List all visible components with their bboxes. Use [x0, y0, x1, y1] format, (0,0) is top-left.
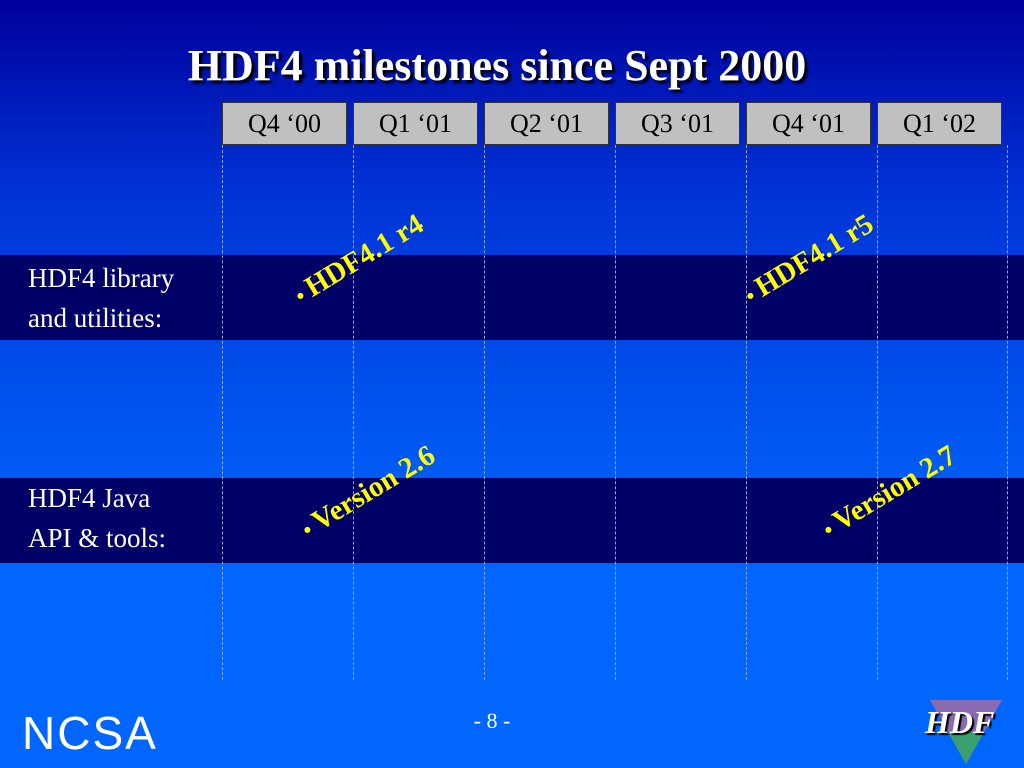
grid-line	[484, 145, 485, 680]
quarter-header: Q3 ‘01	[615, 102, 740, 145]
grid-line	[353, 145, 354, 680]
grid-line	[746, 145, 747, 680]
quarter-header: Q4 ‘01	[746, 102, 871, 145]
grid-line	[877, 145, 878, 680]
row-label: HDF4 library and utilities:	[28, 263, 175, 333]
quarter-header: Q2 ‘01	[484, 102, 609, 145]
row-label: HDF4 Java API & tools:	[28, 483, 167, 553]
hdf-logo: HDF	[925, 704, 995, 740]
quarter-header: Q1 ‘01	[353, 102, 478, 145]
slide-title: HDF4 milestones since Sept 2000	[187, 41, 807, 90]
grid-line	[222, 145, 223, 680]
grid-line	[1007, 145, 1008, 680]
logo-triangle	[948, 732, 984, 764]
row-band	[0, 255, 1024, 340]
grid-line	[615, 145, 616, 680]
page-number: - 8 -	[473, 708, 511, 733]
quarter-header: Q1 ‘02	[877, 102, 1002, 145]
ncsa-logo: NCSA	[22, 707, 158, 759]
hdf-logo-shape	[930, 700, 1002, 764]
quarter-header: Q4 ‘00	[222, 102, 347, 145]
